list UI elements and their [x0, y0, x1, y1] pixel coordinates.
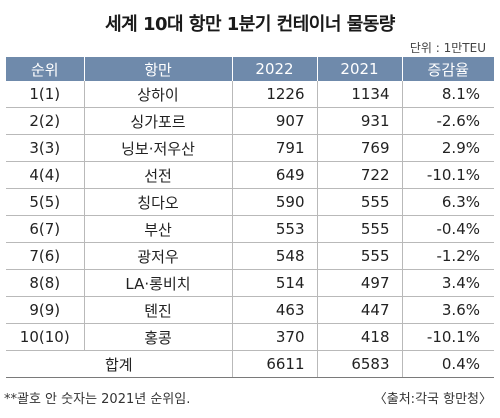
rate-cell: 6.3%	[401, 188, 494, 216]
value-2021-cell: 722	[316, 161, 402, 189]
table-row: 4(4) 선전 649 722 -10.1%	[6, 161, 494, 189]
table-row: 6(7) 부산 553 555 -0.4%	[6, 215, 494, 243]
value-2022-cell: 370	[231, 323, 317, 351]
table-row: 2(2) 싱가포르 907 931 -2.6%	[6, 107, 494, 135]
rank-cell: 8(8)	[6, 269, 84, 297]
table-row: 9(9) 톈진 463 447 3.6%	[6, 296, 494, 324]
port-cell: 홍콩	[83, 323, 232, 351]
total-label: 합계	[6, 350, 232, 378]
rank-cell: 4(4)	[6, 161, 84, 189]
unit-label: 단위 : 1만TEU	[409, 41, 486, 55]
total-2021-cell: 6583	[316, 350, 402, 378]
value-2022-cell: 590	[231, 188, 317, 216]
value-2022-cell: 791	[231, 134, 317, 162]
rank-cell: 3(3)	[6, 134, 84, 162]
value-2021-cell: 769	[316, 134, 402, 162]
table-row: 10(10) 홍콩 370 418 -10.1%	[6, 323, 494, 351]
value-2022-cell: 1226	[231, 81, 317, 108]
table-row: 7(6) 광저우 548 555 -1.2%	[6, 242, 494, 270]
source-note: 〈출처:각국 항만청〉	[373, 392, 492, 407]
port-volume-table: 순위 항만 2022 2021 증감율 1(1) 상하이 1226 1134 8.1% 2…	[6, 57, 494, 378]
header-rank: 순위	[6, 57, 84, 81]
rank-cell: 1(1)	[6, 81, 84, 108]
header-rate: 증감율	[401, 57, 494, 81]
rank-cell: 6(7)	[6, 215, 84, 243]
value-2022-cell: 548	[231, 242, 317, 270]
value-2021-cell: 497	[316, 269, 402, 297]
rate-cell: 2.9%	[401, 134, 494, 162]
total-rate-cell: 0.4%	[401, 350, 494, 378]
header-2022: 2022	[231, 57, 317, 81]
port-cell: LA·롱비치	[83, 269, 232, 297]
rank-cell: 10(10)	[6, 323, 84, 351]
table-row: 3(3) 닝보·저우산 791 769 2.9%	[6, 134, 494, 162]
rate-cell: -1.2%	[401, 242, 494, 270]
rate-cell: 8.1%	[401, 81, 494, 108]
table-row: 8(8) LA·롱비치 514 497 3.4%	[6, 269, 494, 297]
value-2021-cell: 418	[316, 323, 402, 351]
value-2021-cell: 555	[316, 242, 402, 270]
rank-cell: 2(2)	[6, 107, 84, 135]
port-cell: 칭다오	[83, 188, 232, 216]
value-2021-cell: 931	[316, 107, 402, 135]
value-2021-cell: 555	[316, 215, 402, 243]
total-row: 합계 6611 6583 0.4%	[6, 350, 494, 378]
port-cell: 부산	[83, 215, 232, 243]
total-2022-cell: 6611	[231, 350, 317, 378]
value-2022-cell: 649	[231, 161, 317, 189]
rate-cell: -10.1%	[401, 161, 494, 189]
table-row: 1(1) 상하이 1226 1134 8.1%	[6, 81, 494, 108]
header-port: 항만	[83, 57, 232, 81]
table-row: 5(5) 칭다오 590 555 6.3%	[6, 188, 494, 216]
value-2022-cell: 907	[231, 107, 317, 135]
rate-cell: -2.6%	[401, 107, 494, 135]
table-header-row: 순위 항만 2022 2021 증감율	[6, 57, 494, 81]
header-2021: 2021	[316, 57, 402, 81]
table-body: 1(1) 상하이 1226 1134 8.1% 2(2) 싱가포르 907 931 -2.6% 3(…	[6, 81, 494, 378]
value-2021-cell: 1134	[316, 81, 402, 108]
rate-cell: 3.6%	[401, 296, 494, 324]
port-cell: 싱가포르	[83, 107, 232, 135]
rate-cell: 3.4%	[401, 269, 494, 297]
footnote: **괄호 안 숫자는 2021년 순위임.	[4, 392, 191, 407]
value-2021-cell: 555	[316, 188, 402, 216]
value-2022-cell: 553	[231, 215, 317, 243]
port-cell: 톈진	[83, 296, 232, 324]
port-cell: 상하이	[83, 81, 232, 108]
page-title: 세계 10대 항만 1분기 컨테이너 물동량	[105, 14, 395, 35]
rate-cell: -0.4%	[401, 215, 494, 243]
rate-cell: -10.1%	[401, 323, 494, 351]
value-2022-cell: 463	[231, 296, 317, 324]
value-2021-cell: 447	[316, 296, 402, 324]
rank-cell: 7(6)	[6, 242, 84, 270]
value-2022-cell: 514	[231, 269, 317, 297]
port-cell: 닝보·저우산	[83, 134, 232, 162]
port-cell: 선전	[83, 161, 232, 189]
rank-cell: 5(5)	[6, 188, 84, 216]
rank-cell: 9(9)	[6, 296, 84, 324]
port-cell: 광저우	[83, 242, 232, 270]
